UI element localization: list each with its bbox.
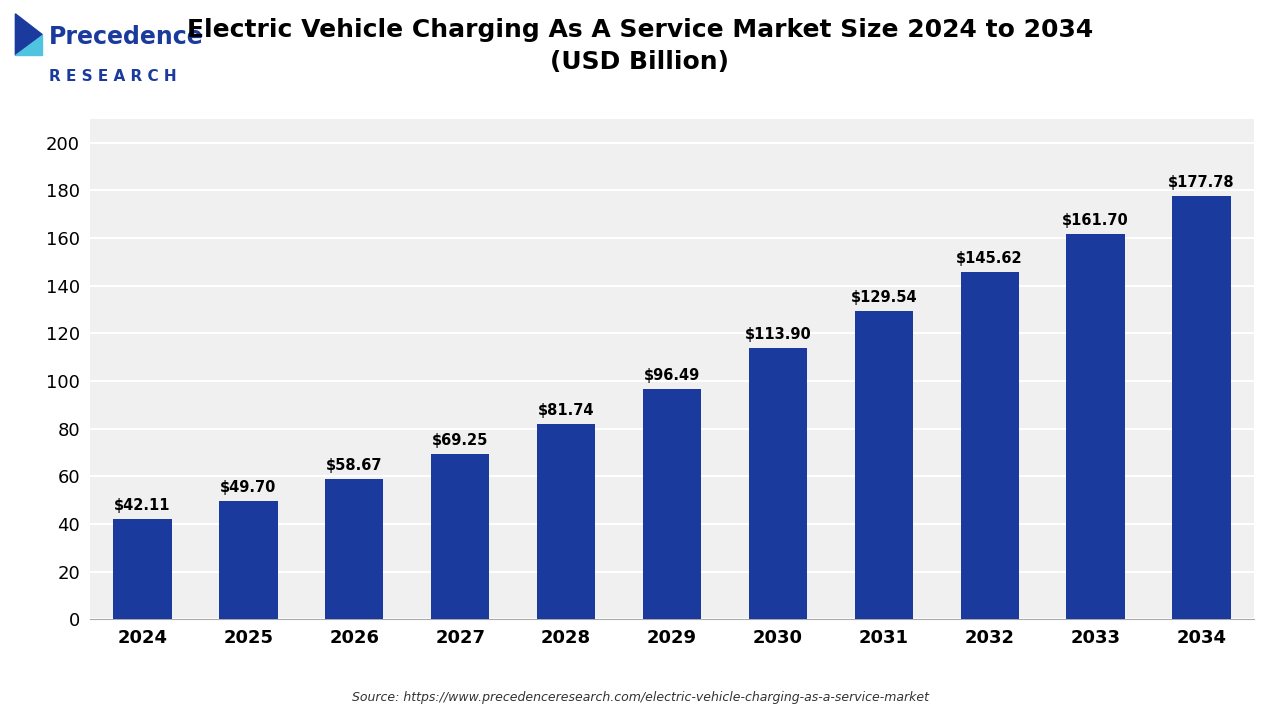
Bar	[643, 390, 701, 619]
Polygon shape	[15, 35, 42, 55]
Text: R E S E A R C H: R E S E A R C H	[49, 69, 177, 84]
Bar	[219, 501, 278, 619]
Text: $42.11: $42.11	[114, 498, 170, 513]
Text: $58.67: $58.67	[326, 459, 383, 474]
Text: $96.49: $96.49	[644, 369, 700, 383]
Polygon shape	[15, 14, 42, 55]
Bar	[749, 348, 806, 619]
Bar	[538, 424, 595, 619]
Bar	[855, 310, 913, 619]
Text: $145.62: $145.62	[956, 251, 1023, 266]
Bar	[1172, 196, 1230, 619]
Text: $49.70: $49.70	[220, 480, 276, 495]
Bar	[960, 272, 1019, 619]
Text: Source: https://www.precedenceresearch.com/electric-vehicle-charging-as-a-servic: Source: https://www.precedenceresearch.c…	[352, 691, 928, 704]
Bar	[431, 454, 489, 619]
Text: $161.70: $161.70	[1062, 213, 1129, 228]
Text: $81.74: $81.74	[538, 403, 594, 418]
Text: $129.54: $129.54	[850, 289, 916, 305]
Text: $113.90: $113.90	[745, 327, 812, 342]
Text: Electric Vehicle Charging As A Service Market Size 2024 to 2034
(USD Billion): Electric Vehicle Charging As A Service M…	[187, 18, 1093, 74]
Text: $177.78: $177.78	[1169, 175, 1235, 189]
Bar	[114, 519, 172, 619]
Bar	[1066, 234, 1125, 619]
Bar	[325, 480, 384, 619]
Text: $69.25: $69.25	[433, 433, 489, 449]
Text: Precedence: Precedence	[49, 25, 204, 50]
